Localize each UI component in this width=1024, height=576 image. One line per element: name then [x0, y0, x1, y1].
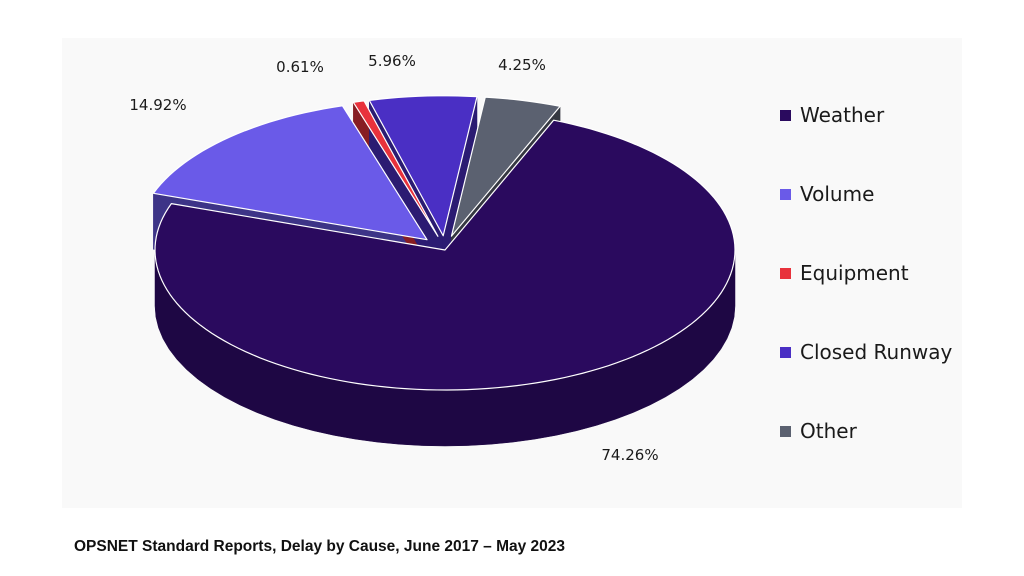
pie-slice-volume	[152, 105, 428, 241]
pie-slice-closed-runway	[368, 95, 478, 237]
data-label-equipment: 0.61%	[276, 58, 324, 76]
legend-item-weather: Weather	[780, 100, 884, 130]
legend-swatch-other	[780, 425, 791, 437]
legend-label-volume: Volume	[800, 182, 875, 206]
legend-swatch-volume	[780, 188, 791, 200]
legend-swatch-weather	[780, 109, 791, 121]
legend-label-weather: Weather	[800, 103, 885, 127]
pie-slice-weather	[154, 119, 736, 391]
legend-item-equipment: Equipment	[780, 258, 909, 288]
legend-item-other: Other	[780, 416, 857, 446]
source-caption: OPSNET Standard Reports, Delay by Cause,…	[74, 538, 566, 555]
legend-label-closed-runway: Closed Runway	[800, 340, 953, 364]
legend-item-volume: Volume	[780, 179, 874, 209]
data-label-volume: 14.92%	[129, 96, 186, 114]
legend-label-other: Other	[800, 419, 857, 443]
pie-slice-equipment	[352, 100, 439, 237]
legend-swatch-equipment	[780, 267, 791, 279]
legend-swatch-closed-runway	[780, 346, 791, 358]
legend-label-equipment: Equipment	[800, 261, 909, 285]
legend-item-closed-runway: Closed Runway	[780, 337, 952, 367]
pie-slice-other	[450, 96, 561, 237]
data-label-weather: 74.26%	[601, 446, 658, 464]
data-label-other: 4.25%	[498, 56, 546, 74]
data-label-closed-runway: 5.96%	[368, 52, 416, 70]
